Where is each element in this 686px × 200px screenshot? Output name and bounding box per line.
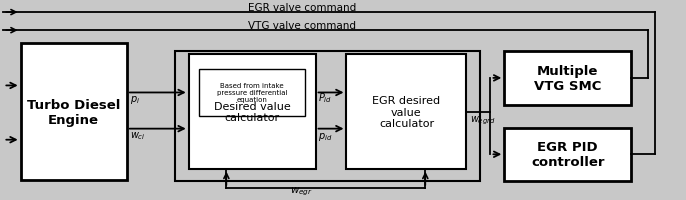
Text: $w_{ci}$: $w_{ci}$ <box>130 130 146 142</box>
Text: EGR desired
value
calculator: EGR desired value calculator <box>372 95 440 129</box>
FancyBboxPatch shape <box>346 55 466 169</box>
Text: $w_{egr}$: $w_{egr}$ <box>290 184 314 197</box>
Text: Based from intake
pressure differential
equation: Based from intake pressure differential … <box>217 83 287 103</box>
Text: $w_{egrd}$: $w_{egrd}$ <box>470 114 495 127</box>
Text: VTG valve command: VTG valve command <box>248 21 356 31</box>
Text: $p_{id}$: $p_{id}$ <box>318 130 333 142</box>
FancyBboxPatch shape <box>189 55 316 169</box>
Text: Turbo Diesel
Engine: Turbo Diesel Engine <box>27 98 121 126</box>
FancyBboxPatch shape <box>504 128 631 181</box>
FancyBboxPatch shape <box>504 52 631 105</box>
FancyBboxPatch shape <box>21 44 127 180</box>
Text: EGR valve command: EGR valve command <box>248 3 356 13</box>
Text: $p_i$: $p_i$ <box>130 93 141 105</box>
Text: Multiple
VTG SMC: Multiple VTG SMC <box>534 65 602 92</box>
FancyBboxPatch shape <box>199 70 305 116</box>
Text: $P_{id}$: $P_{id}$ <box>318 91 333 105</box>
Text: Desired value
calculator: Desired value calculator <box>214 101 290 123</box>
Text: EGR PID
controller: EGR PID controller <box>531 141 604 168</box>
